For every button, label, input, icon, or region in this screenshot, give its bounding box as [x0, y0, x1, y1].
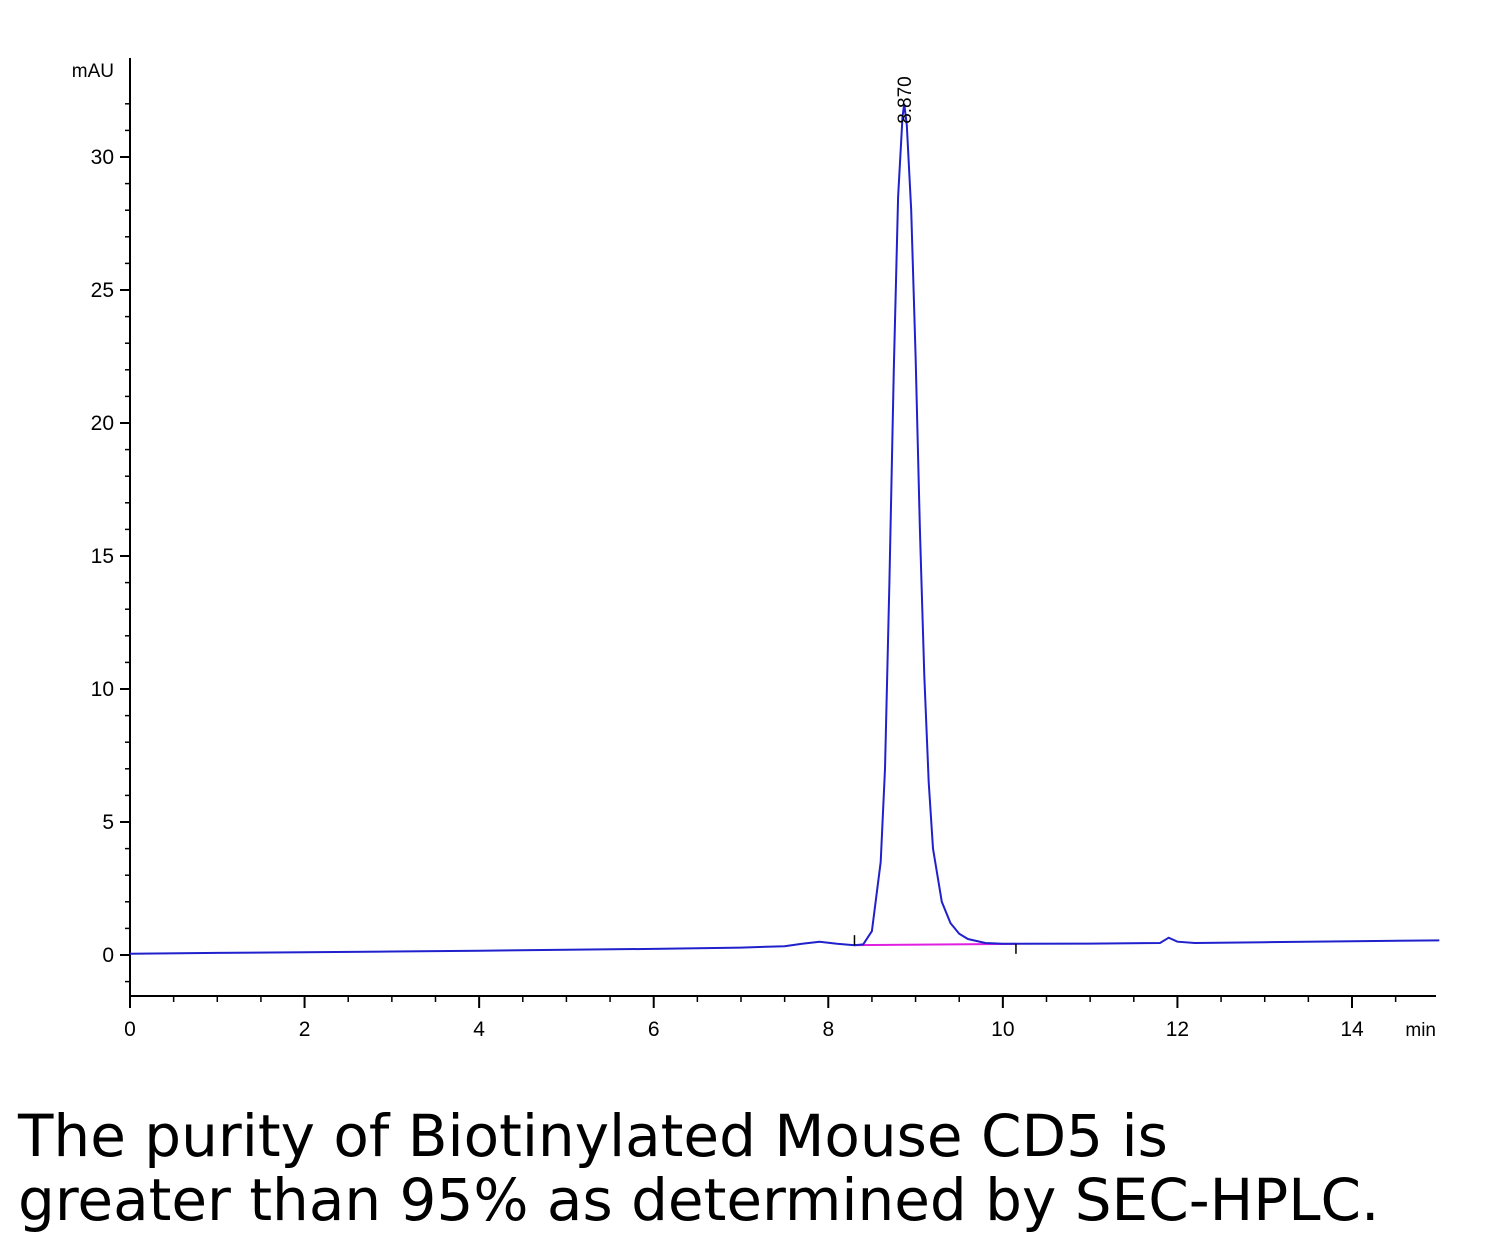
y-axis-unit: mAU — [72, 61, 114, 82]
hplc-chromatogram: 0 5 10 15 20 25 30 0 2 4 6 8 10 12 14 mAU min 8.870 — [72, 58, 1440, 1041]
x-tick-label: 14 — [1340, 1018, 1364, 1041]
y-tick-label: 0 — [102, 944, 114, 967]
x-axis-unit: min — [1405, 1020, 1436, 1041]
y-tick-label: 10 — [91, 678, 114, 701]
y-tick-label: 25 — [91, 279, 114, 302]
x-tick-label: 0 — [124, 1018, 136, 1041]
caption: The purity of Biotinylated Mouse CD5 is … — [18, 1104, 1478, 1232]
axes — [129, 58, 1436, 997]
x-tick-label: 10 — [991, 1018, 1014, 1041]
y-tick-label: 20 — [91, 412, 114, 435]
series-line — [129, 103, 1440, 955]
peak-label: 8.870 — [895, 76, 916, 124]
peak-annotations: 8.870 — [853, 76, 1017, 954]
y-ticks: 0 5 10 15 20 25 30 — [91, 103, 130, 983]
y-tick-label: 5 — [102, 811, 114, 834]
x-tick-label: 4 — [473, 1018, 485, 1041]
x-tick-label: 2 — [299, 1018, 311, 1041]
x-ticks: 0 2 4 6 8 10 12 14 — [124, 996, 1397, 1041]
caption-line-1: The purity of Biotinylated Mouse CD5 is — [18, 1102, 1168, 1170]
caption-line-2: greater than 95% as determined by SEC-HP… — [18, 1166, 1380, 1234]
y-tick-label: 30 — [91, 146, 114, 169]
x-tick-label: 6 — [648, 1018, 660, 1041]
x-tick-label: 12 — [1166, 1018, 1189, 1041]
y-tick-label: 15 — [91, 545, 114, 568]
x-tick-label: 8 — [822, 1018, 834, 1041]
